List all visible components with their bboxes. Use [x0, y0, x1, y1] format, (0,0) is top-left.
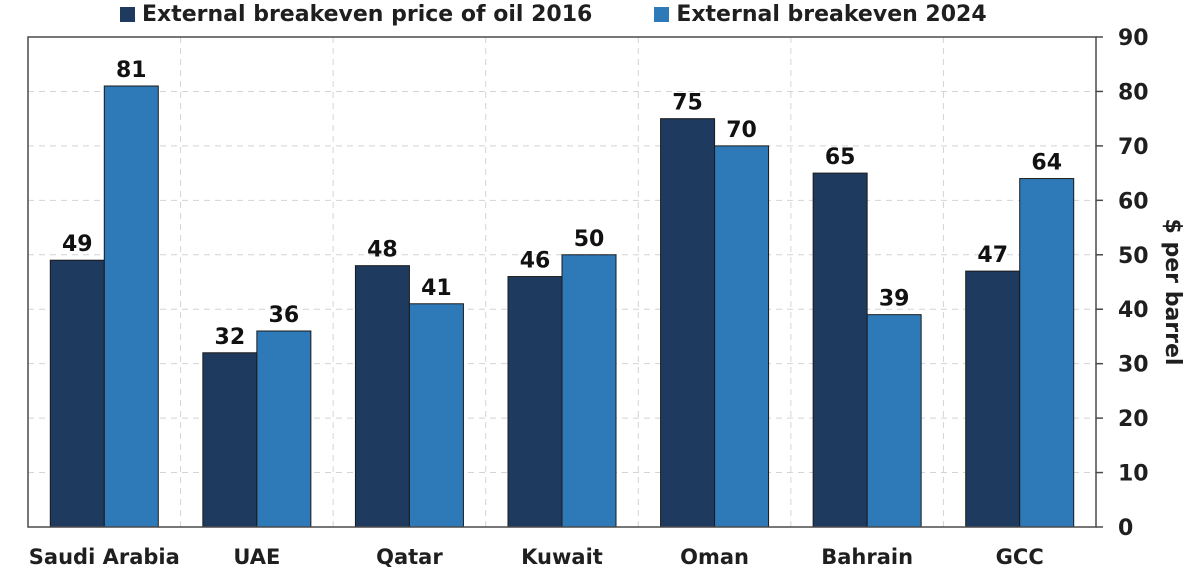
bar-2016 — [354, 265, 410, 528]
data-label: 70 — [726, 118, 757, 143]
data-label: 65 — [825, 145, 856, 170]
legend-swatch-2016 — [120, 7, 135, 22]
bar-2016 — [812, 172, 868, 528]
data-label: 75 — [672, 91, 703, 116]
y-tick-label: 20 — [1118, 407, 1149, 432]
x-tick-label: Oman — [680, 545, 749, 569]
data-label: 48 — [367, 238, 398, 263]
x-tick-label: Saudi Arabia — [29, 545, 180, 569]
legend-label-2024: External breakeven 2024 — [676, 2, 987, 27]
bar-2024 — [561, 254, 617, 528]
y-tick-label: 0 — [1118, 516, 1133, 541]
y-tick-label: 60 — [1118, 189, 1149, 214]
bar-2016 — [507, 276, 563, 528]
data-label: 36 — [269, 303, 300, 328]
bar-2016 — [49, 259, 105, 528]
data-label: 46 — [520, 249, 551, 274]
legend-swatch-2024 — [654, 7, 670, 22]
x-tick-label: UAE — [233, 545, 280, 569]
data-label: 81 — [116, 58, 147, 83]
legend: External breakeven price of oil 2016 Ext… — [120, 2, 987, 27]
x-tick-label: Kuwait — [521, 545, 603, 569]
bar-2024 — [256, 330, 312, 528]
y-tick-label: 10 — [1118, 462, 1149, 487]
bar-2016 — [202, 352, 258, 528]
y-tick-label: 40 — [1118, 298, 1149, 323]
data-label: 47 — [977, 243, 1008, 268]
y-tick-label: 80 — [1118, 80, 1149, 105]
data-label: 50 — [574, 227, 605, 252]
bar-2024 — [408, 303, 464, 528]
data-label: 32 — [215, 325, 246, 350]
bar-2024 — [103, 85, 159, 528]
data-label: 39 — [879, 287, 910, 312]
y-tick-label: 50 — [1118, 244, 1149, 269]
data-label: 64 — [1031, 151, 1062, 176]
plot-frame — [27, 36, 1097, 528]
legend-label-2016: External breakeven price of oil 2016 — [142, 2, 593, 27]
bar-2016 — [965, 270, 1021, 528]
y-tick-label: 90 — [1118, 26, 1149, 51]
y-tick-label: 30 — [1118, 353, 1149, 378]
bar-2024 — [1019, 178, 1075, 528]
bar-2024 — [714, 145, 770, 528]
bar-2016 — [660, 118, 716, 528]
data-label: 49 — [62, 232, 93, 257]
data-label: 41 — [421, 276, 452, 301]
y-axis-label: $ per barrel — [1160, 219, 1185, 366]
x-tick-label: Bahrain — [821, 545, 913, 569]
legend-item-2024: External breakeven 2024 — [654, 2, 987, 27]
legend-item-2016: External breakeven price of oil 2016 — [120, 2, 592, 27]
bar-2024 — [866, 314, 922, 528]
x-tick-label: GCC — [996, 545, 1044, 569]
y-tick-label: 70 — [1118, 135, 1149, 160]
x-tick-label: Qatar — [376, 545, 443, 569]
